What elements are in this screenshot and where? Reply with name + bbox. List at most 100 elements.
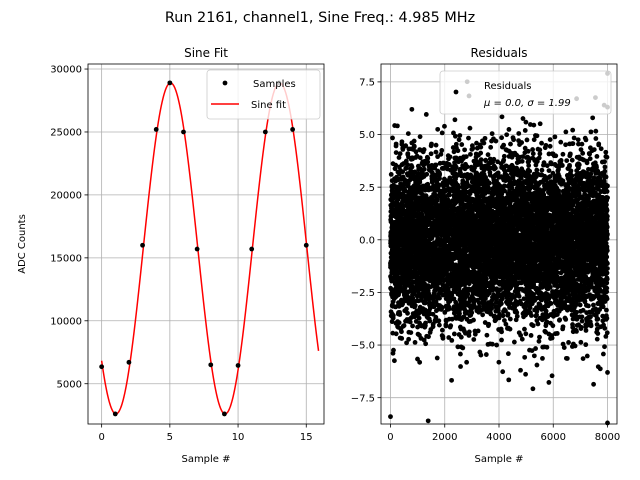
residual-point [436,318,442,324]
residual-point [448,323,454,329]
residual-point [464,359,470,365]
residual-point [429,141,434,147]
residual-point [478,144,484,150]
residual-point [500,313,506,319]
residual-point [390,313,396,318]
residual-point [447,154,453,160]
residual-point [425,155,431,161]
residual-point [452,117,458,123]
residual-point [405,162,411,168]
residual-point [417,359,423,365]
sine-fit-xlabel: Sample # [181,454,230,465]
residual-point [506,127,512,132]
sine-fit-axes-frame [87,63,325,425]
residual-point [475,328,481,334]
sine-fit-y-tick-label: 30000 [50,65,82,76]
residual-point [404,306,409,312]
sample-point [126,359,132,365]
residual-point [460,345,466,351]
residual-point [465,291,471,297]
residual-point [449,377,454,383]
residual-point [439,327,445,333]
residual-point [442,123,447,129]
sample-point [262,129,268,135]
sample-point [112,411,118,417]
residual-point [426,334,431,340]
residual-point [412,303,418,308]
residual-point [393,162,399,168]
residual-point [436,322,442,328]
residual-point [413,149,419,155]
sine-fit-legend-box [206,69,321,120]
sine-fit-points-layer [99,80,309,417]
residual-point [469,310,475,316]
figure-suptitle: Run 2161, channel1, Sine Freq.: 4.985 MH… [165,10,475,26]
residual-point [422,300,428,306]
residual-point [430,311,436,317]
residual-point [406,336,412,342]
residual-point [478,150,484,156]
residuals-panel: 0 2000 4000 6000 8000−7.5−5.0−2.50.02.55.07.… [351,46,621,465]
residual-point [498,301,504,307]
residual-point [484,276,489,282]
residual-point [457,133,463,138]
residual-point [397,312,403,317]
sample-point [208,362,214,368]
residual-point [403,143,409,149]
residual-point [516,293,522,299]
residual-point [501,142,507,148]
residual-point [396,320,402,326]
residual-point [415,171,421,177]
sine-fit-x-tick-label: 5 [167,432,173,443]
residual-point [462,147,468,153]
sine-fit-x-tick-label: 10 [232,432,245,443]
sample-point [167,80,173,86]
residual-point [417,179,423,185]
residual-point [392,358,397,364]
residual-point [483,352,489,357]
residuals-points-layer [388,71,610,426]
residual-point [440,335,446,341]
residual-point [485,152,491,158]
residual-point [437,171,443,177]
residual-point [489,341,495,347]
residual-point [434,355,440,361]
residual-point [393,141,399,147]
residual-point [409,164,415,170]
residual-point [516,131,522,136]
sine-fit-title: Sine Fit [184,46,228,60]
residual-point [421,166,427,172]
sine-fit-y-tick-label: 15000 [50,253,82,264]
residual-point [394,123,400,129]
residual-point [435,126,441,132]
residual-point [393,331,399,337]
residual-point [511,339,517,345]
residual-point [405,310,410,316]
residual-point [438,151,444,157]
residual-point [393,150,399,156]
residual-point [423,320,428,326]
residual-point [466,135,471,141]
residual-point [493,138,499,144]
residual-point [427,318,433,324]
residual-point [433,314,439,320]
residual-point [489,131,495,137]
residual-point [405,131,411,136]
residual-point [486,321,492,327]
residual-point [505,351,511,357]
residual-point [436,182,442,188]
residual-point [449,338,455,343]
sine-fit-y-tick-label: 5000 [57,379,82,390]
residual-point [499,337,504,343]
residual-point [507,326,513,332]
residual-point [425,159,431,165]
residual-point [421,337,427,343]
residual-point [433,142,439,148]
residual-point [519,140,525,145]
sine-fit-ylabel: ADC Counts [17,214,28,274]
residual-point [496,359,502,365]
residual-point [388,171,394,177]
residual-point [424,171,430,177]
residual-point [501,153,507,159]
